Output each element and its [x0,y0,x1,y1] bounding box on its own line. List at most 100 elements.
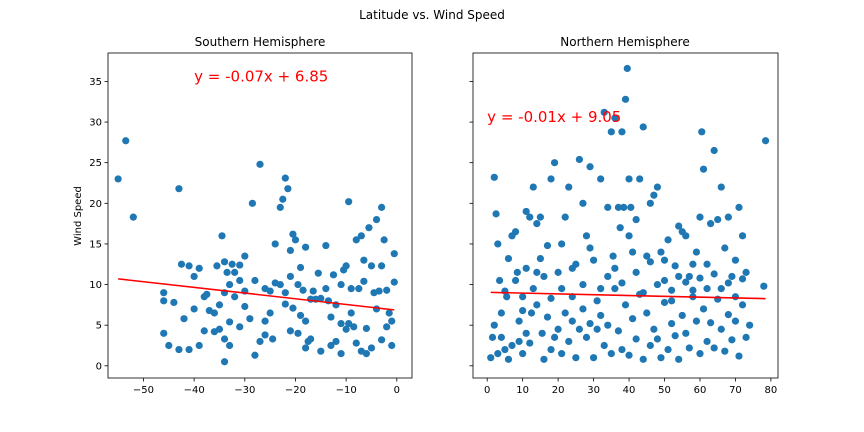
data-point [223,268,231,276]
y-tick-label: 10 [89,280,102,291]
data-point [632,335,640,343]
data-point [646,199,654,207]
data-point [714,295,722,303]
data-point [742,268,750,276]
data-point [538,329,546,337]
x-tick-label: 80 [765,385,778,396]
data-point [547,294,555,302]
data-point [717,285,725,293]
data-point [703,337,711,346]
data-point [738,275,747,283]
data-point [529,285,537,293]
data-point [522,207,530,216]
data-point [660,298,669,307]
data-point [586,319,594,328]
data-point [618,128,626,136]
data-point [614,203,623,211]
data-point [625,175,633,183]
data-point [536,254,544,263]
data-point [294,280,302,289]
data-point [215,301,224,309]
data-point [746,321,754,329]
data-point [625,232,633,240]
data-point [271,279,279,287]
y-tick-label: 15 [89,239,102,250]
data-point [190,305,198,313]
data-point [558,240,566,248]
data-point [220,335,229,343]
data-point [558,350,566,358]
data-point [710,270,718,278]
data-point [490,173,498,181]
data-point [360,256,368,264]
data-point [337,350,345,358]
data-point [495,276,504,285]
data-point [703,260,711,268]
data-point [586,244,594,252]
data-point [160,289,168,297]
x-tick-label: 70 [729,385,742,396]
data-point [294,329,302,337]
data-point [511,228,520,236]
data-point [618,279,626,287]
data-point [388,341,396,350]
data-point [699,165,708,173]
data-point [728,336,736,344]
data-point [604,321,612,329]
data-point [205,306,213,315]
northern-plot-area: 0 10 20 30 40 50 60 70 80 y = -0.01x + 9.05 [469,52,779,396]
data-point [329,271,338,279]
data-point [671,262,679,270]
data-point [653,183,662,191]
data-point [607,350,615,358]
regression-equation: y = -0.07x + 6.85 [194,67,328,85]
data-point [497,309,505,317]
data-point [228,260,236,268]
data-point [236,276,244,285]
data-point [180,315,188,323]
data-point [289,304,297,312]
data-point [540,355,548,363]
data-point [646,341,654,350]
data-point [593,297,601,305]
data-point [347,285,355,293]
data-point [761,137,770,145]
southern-plot-area: −50 −40 −30 −20 −10 0 0 5 10 15 20 25 30 35 y = -0.07x… [89,52,413,396]
data-point [266,287,274,295]
y-tick-label: 0 [96,361,102,372]
data-point [513,268,521,276]
data-point [231,268,239,276]
x-tick-label: 10 [516,385,529,396]
data-point [550,159,559,167]
x-tick-label: −30 [234,385,255,396]
y-tick-label: 25 [89,158,102,169]
data-point [628,315,637,323]
data-point [621,301,630,309]
figure-suptitle: Latitude vs. Wind Speed [359,8,505,22]
data-point [579,199,587,207]
data-point [692,248,701,256]
data-point [519,306,527,315]
data-point [696,274,704,282]
data-point [385,309,393,317]
data-point [390,278,398,286]
data-point [547,345,555,354]
x-tick-label: 40 [623,385,636,396]
data-point [337,280,345,289]
data-point [565,337,573,346]
data-point [492,210,500,218]
data-point [347,309,355,317]
data-point [707,220,715,228]
data-point [490,321,498,329]
data-point [213,262,221,270]
data-point [643,309,651,317]
data-point [342,262,350,270]
data-point [375,287,383,295]
data-point [302,344,310,352]
data-point [664,236,672,244]
data-point [380,236,388,244]
regression-equation: y = -0.01x + 9.05 [487,108,621,126]
data-point [504,254,513,263]
data-point [388,317,396,325]
data-point [246,315,254,323]
